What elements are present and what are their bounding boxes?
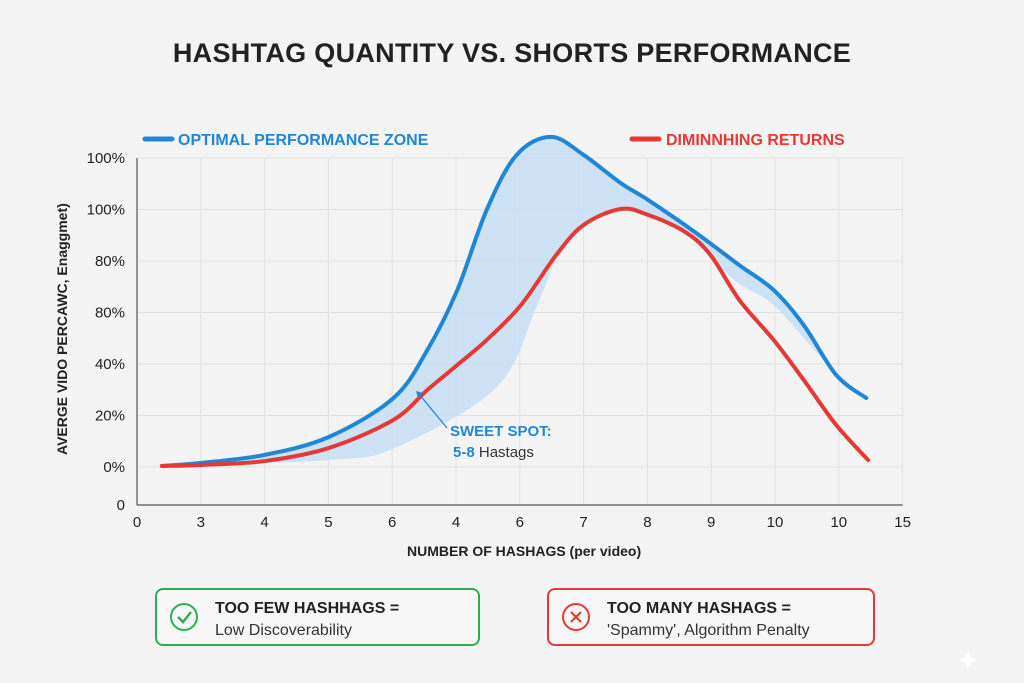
x-axis-title: NUMBER OF HASHAGS (per video) xyxy=(407,543,641,559)
optimal-performance-line xyxy=(159,134,869,468)
legend-label-diminishing: DIMINNHING RETURNS xyxy=(666,132,845,149)
callout-text: Low Discoverability xyxy=(215,622,352,639)
callout-text: 'Spammy', Algorithm Penalty xyxy=(607,622,810,639)
annotation-suffix: Hastags xyxy=(475,444,534,461)
diminishing-returns-line xyxy=(159,206,871,468)
callout-title: TOO FEW HASHHAGS = xyxy=(215,600,400,617)
chart-title: HASHTAG QUANTITY VS. SHORTS PERFORMANCE xyxy=(172,38,852,68)
x-circle-icon xyxy=(562,603,590,631)
y-tick-label: 80% xyxy=(95,253,125,270)
x-tick-label: 6 xyxy=(516,514,524,531)
annotation-arrow xyxy=(418,393,448,429)
y-tick-label: 0% xyxy=(103,459,125,476)
x-tick-label: 4 xyxy=(260,514,268,531)
x-tick-label: 10 xyxy=(830,514,847,531)
x-tick-label: 8 xyxy=(643,514,651,531)
x-tick-label: 10 xyxy=(767,514,784,531)
y-tick-label: 40% xyxy=(95,356,125,373)
x-tick-label: 7 xyxy=(579,514,587,531)
legend-label-optimal: OPTIMAL PERFORMANCE ZONE xyxy=(178,132,429,149)
x-tick-label: 3 xyxy=(197,514,205,531)
x-tick-label: 0 xyxy=(133,514,141,531)
annotation-text: 5-8 Hastags xyxy=(453,444,534,461)
y-tick-label: 0 xyxy=(117,497,125,514)
y-tick-label: 20% xyxy=(95,408,125,425)
y-tick-label: 100% xyxy=(87,202,125,219)
sparkle-icon xyxy=(958,650,978,670)
x-tick-label: 5 xyxy=(324,514,332,531)
x-tick-label: 6 xyxy=(388,514,396,531)
optimal-zone-band xyxy=(161,136,867,466)
x-tick-label: 9 xyxy=(707,514,715,531)
too-many-callout: TOO MANY HASHAGS = 'Spammy', Algorithm P… xyxy=(547,588,875,646)
too-few-callout: TOO FEW HASHHAGS = Low Discoverability xyxy=(155,588,480,646)
y-tick-label: 80% xyxy=(95,305,125,322)
y-axis-title: AVERGE VIDO PERCAWC, Enaggmet) xyxy=(54,203,70,455)
check-circle-icon xyxy=(170,603,198,631)
x-tick-label: 4 xyxy=(452,514,460,531)
annotation-title: SWEET SPOT: xyxy=(450,423,552,440)
callout-title: TOO MANY HASHAGS = xyxy=(607,600,791,617)
annotation-arrowhead xyxy=(416,391,423,398)
y-tick-label: 100% xyxy=(87,150,125,167)
annotation-range: 5-8 xyxy=(453,444,475,461)
x-tick-label: 15 xyxy=(894,514,911,531)
